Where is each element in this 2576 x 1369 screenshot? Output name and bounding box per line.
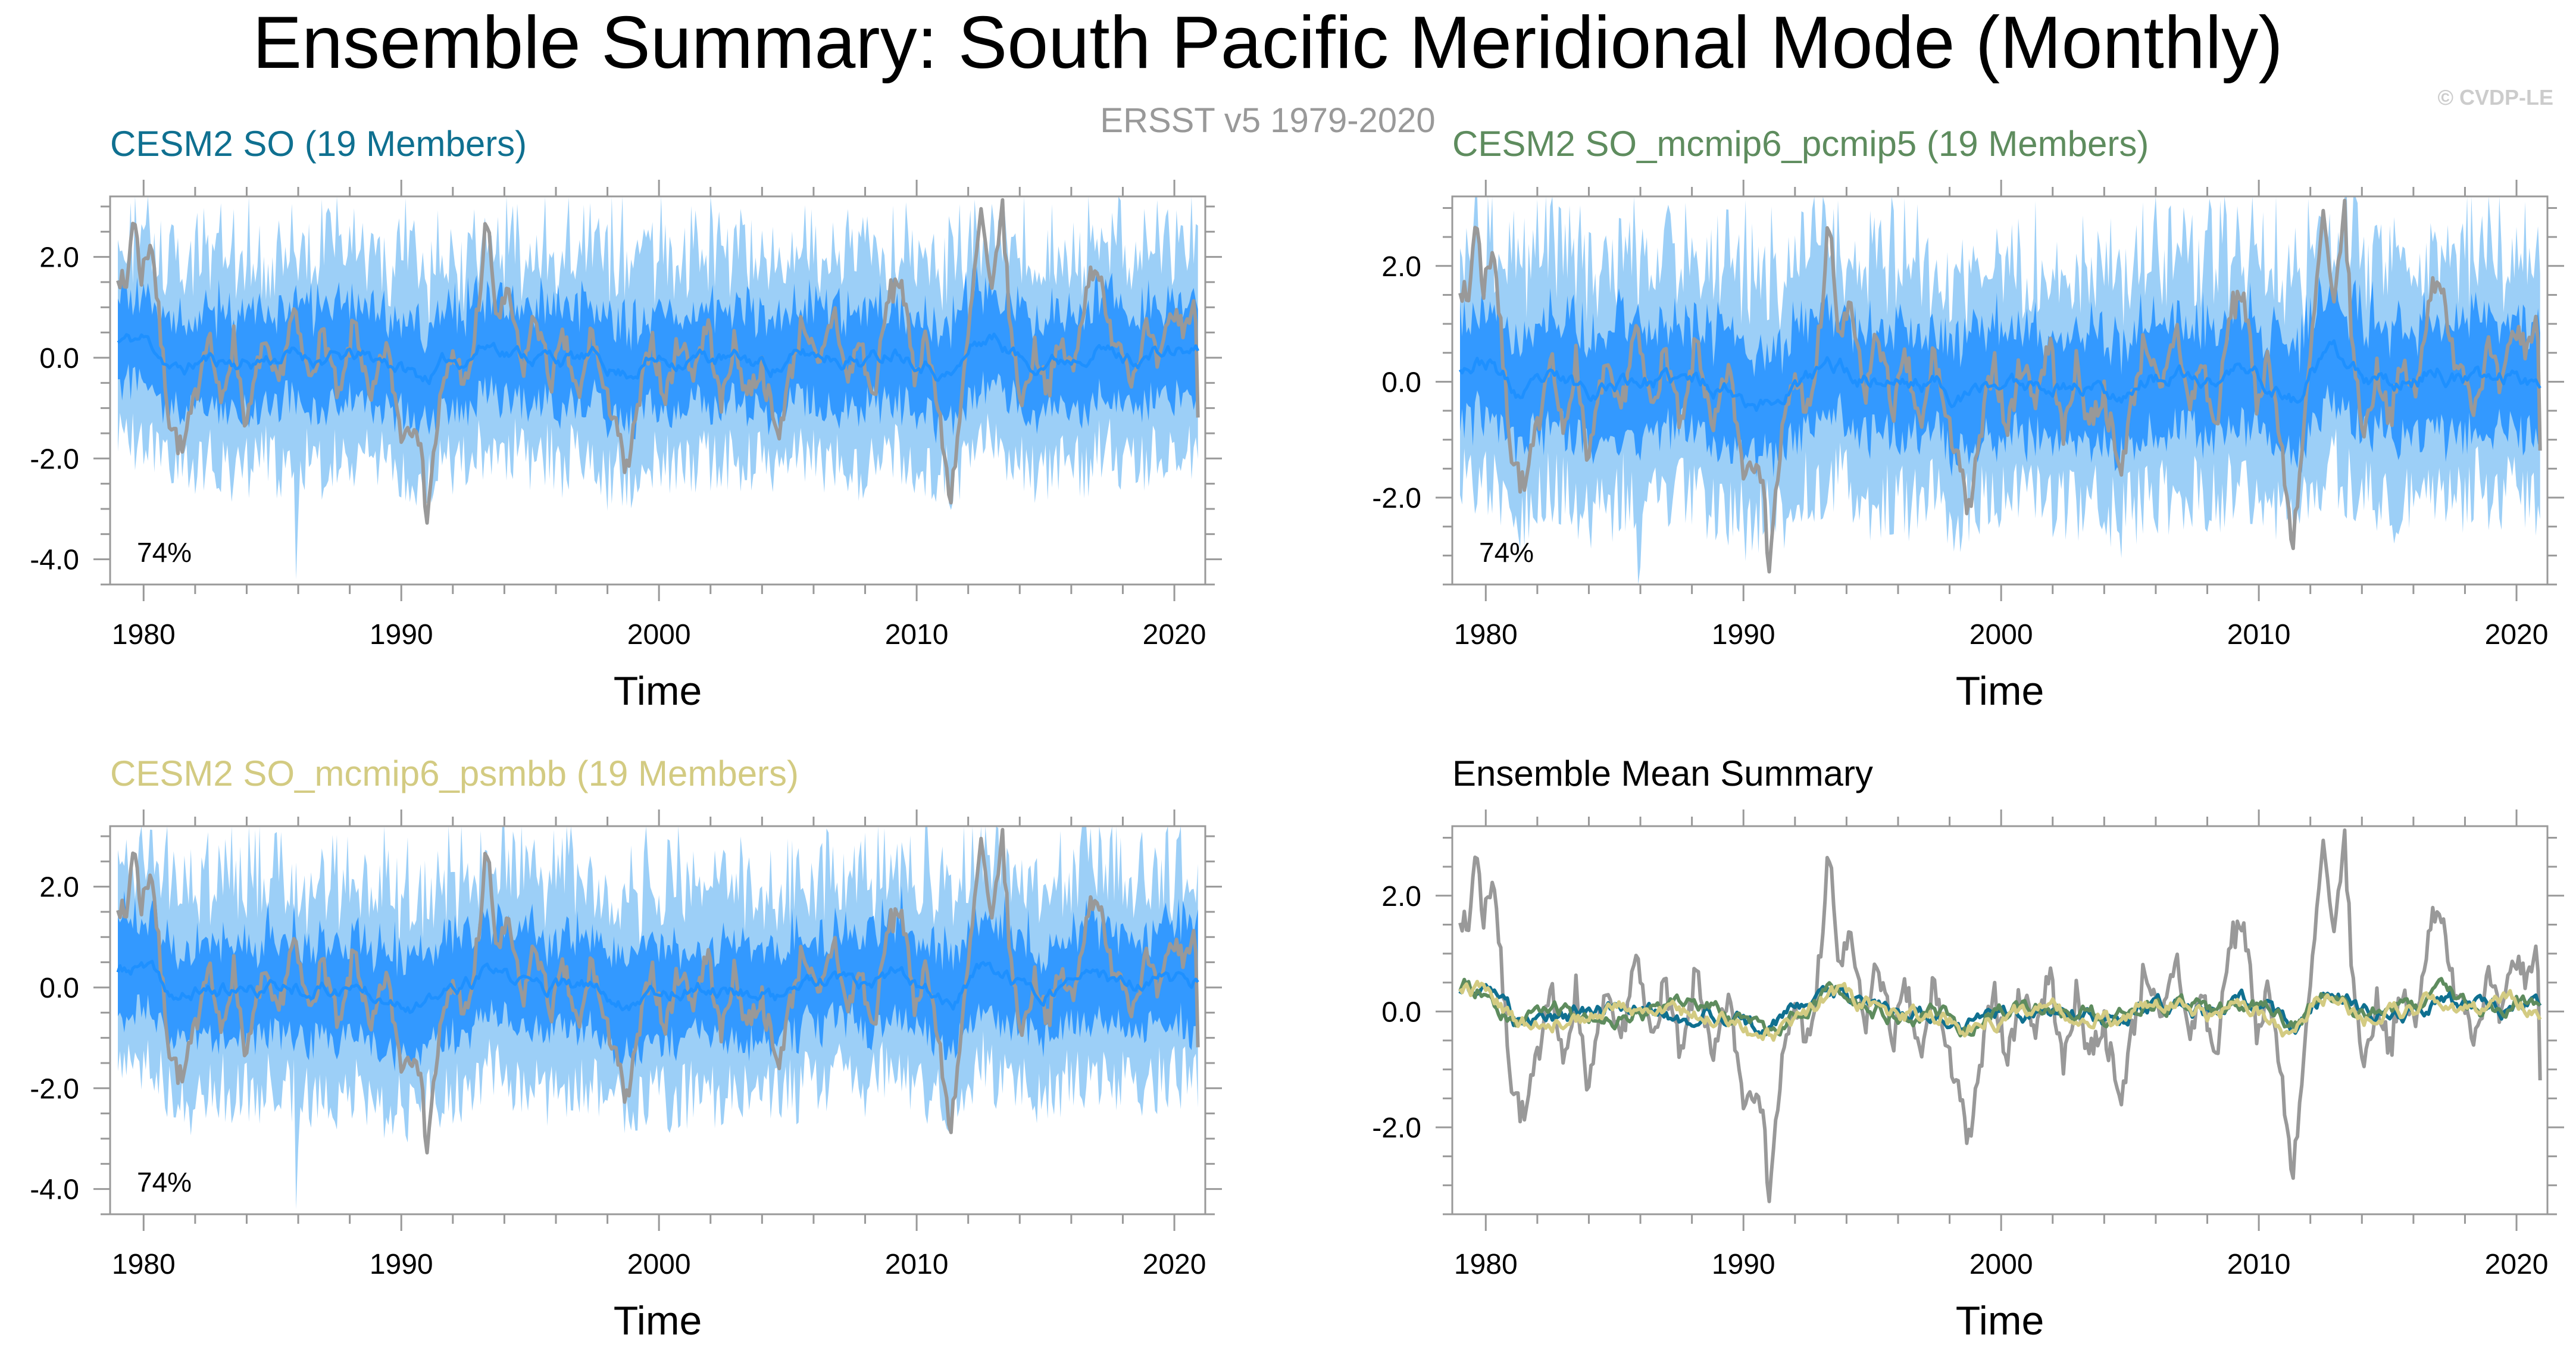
y-tick-label: -4.0: [30, 545, 79, 576]
figure-title: Ensemble Summary: South Pacific Meridion…: [252, 2, 2283, 84]
plot-area: [116, 826, 1200, 1209]
band-inner-range: [118, 266, 1198, 443]
y-tick-label: 0.0: [1381, 996, 1421, 1028]
x-axis-label: Time: [614, 1298, 702, 1343]
panels-group: CESM2 SO (19 Members) -4.0 -2.0 0.0 2.0 1980 1…: [30, 124, 2564, 1343]
y-tick-label: 2.0: [1381, 251, 1421, 283]
x-tick-label: 2020: [2485, 1249, 2549, 1280]
x-tick-label: 2020: [1143, 619, 1206, 651]
ensemble-mean-mean_c: [1458, 980, 2542, 1042]
x-tick-label: 1990: [370, 619, 433, 651]
obs-line: [116, 827, 1200, 1155]
y-tick-label: 0.0: [1381, 367, 1421, 398]
x-tick-label: 1980: [112, 619, 176, 651]
x-tick-label: 2010: [2227, 619, 2291, 651]
plot-frame: [109, 825, 1206, 1215]
observation-label: ERSST v5 1979-2020: [1100, 101, 1435, 140]
plot-area: [1458, 828, 2542, 1204]
panel-title: Ensemble Mean Summary: [1452, 754, 1873, 793]
y-tick-label: 0.0: [39, 343, 79, 374]
panel-title: CESM2 SO (19 Members): [110, 124, 527, 164]
x-tick-label: 2010: [885, 619, 949, 651]
panel-bottom-right: Ensemble Mean Summary -2.0 0.0 2.0 1980 1990 2…: [1372, 754, 2564, 1343]
panel-title: CESM2 SO_mcmip6_psmbb (19 Members): [110, 754, 799, 793]
y-tick-label: -2.0: [30, 1073, 79, 1105]
x-axis-label: Time: [1956, 1298, 2044, 1343]
x-tick-label: 2020: [2485, 619, 2549, 651]
percent-annotation: 74%: [137, 1167, 192, 1198]
x-tick-label: 2020: [1143, 1249, 1206, 1280]
percent-annotation: 74%: [1479, 537, 1534, 568]
plot-area: [1458, 196, 2542, 585]
ensemble-mean-line: [116, 959, 1199, 1014]
percent-annotation: 74%: [137, 537, 192, 568]
y-tick-label: -2.0: [1372, 1112, 1421, 1144]
obs-line: [1458, 198, 2542, 574]
y-tick-label: -2.0: [30, 443, 79, 475]
x-tick-label: 2000: [627, 619, 691, 651]
y-tick-label: -2.0: [1372, 483, 1421, 514]
panel-top-right: CESM2 SO_mcmip6_pcmip5 (19 Members) -2.0 0…: [1372, 124, 2564, 714]
band-inner-range: [1460, 276, 2540, 477]
x-tick-label: 2000: [627, 1249, 691, 1280]
x-tick-label: 1980: [1454, 1249, 1518, 1280]
x-tick-label: 1990: [1712, 619, 1775, 651]
panel-top-left: CESM2 SO (19 Members) -4.0 -2.0 0.0 2.0 1980 1…: [30, 124, 1222, 714]
y-tick-label: 2.0: [1381, 881, 1421, 912]
plot-frame: [109, 195, 1206, 586]
x-tick-label: 1990: [1712, 1249, 1775, 1280]
x-tick-label: 1980: [112, 1249, 176, 1280]
ensemble-mean-mean_b: [1458, 977, 2541, 1037]
ensemble-mean-line: [117, 332, 1200, 386]
x-tick-label: 2010: [2227, 1249, 2291, 1280]
panel-title: CESM2 SO_mcmip6_pcmip5 (19 Members): [1452, 124, 2149, 164]
panel-bottom-left: CESM2 SO_mcmip6_psmbb (19 Members) -4.0 -2…: [30, 754, 1222, 1343]
obs-line: [116, 198, 1200, 525]
x-tick-label: 2000: [1969, 1249, 2033, 1280]
x-tick-label: 1980: [1454, 619, 1518, 651]
x-tick-label: 2000: [1969, 619, 2033, 651]
ensemble-mean-line: [1458, 339, 2541, 412]
band-inner-range: [118, 886, 1198, 1072]
y-tick-label: 0.0: [39, 973, 79, 1004]
x-axis-label: Time: [614, 668, 702, 714]
y-tick-label: -4.0: [30, 1174, 79, 1206]
plot-frame: [1451, 195, 2549, 586]
plot-area: [116, 196, 1200, 580]
y-tick-label: 2.0: [39, 872, 79, 904]
x-tick-label: 1990: [370, 1249, 433, 1280]
watermark: © CVDP-LE: [2437, 85, 2553, 110]
y-tick-label: 2.0: [39, 242, 79, 274]
x-axis-label: Time: [1956, 668, 2044, 714]
x-tick-label: 2010: [885, 1249, 949, 1280]
plot-frame: [1451, 825, 2549, 1215]
